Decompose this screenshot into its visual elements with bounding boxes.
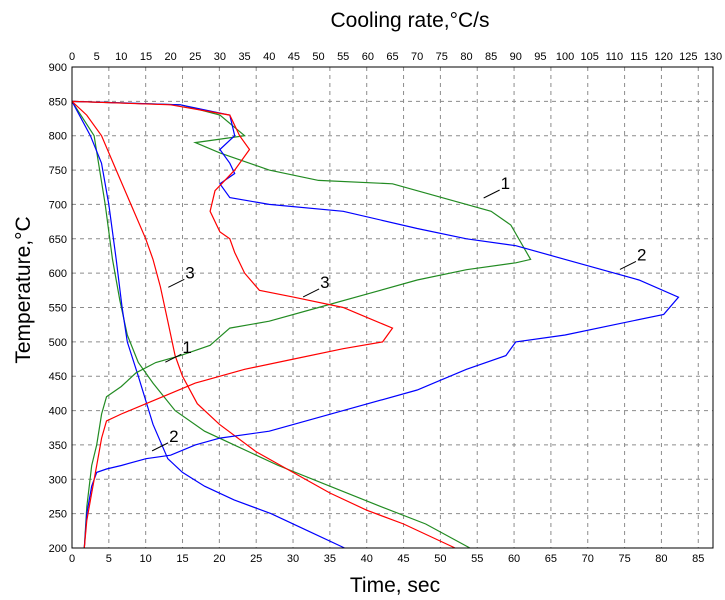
cooling-rate-curve (71, 100, 394, 549)
x-tick-label: 70 (582, 553, 594, 565)
y-axis-label: Temperature,°C (12, 216, 35, 363)
x-tick-label: 80 (655, 553, 667, 565)
annotation-leader (483, 189, 500, 199)
x-tick-label: 0 (69, 553, 75, 565)
x2-tick-label: 130 (704, 51, 722, 63)
x2-tick-label: 50 (312, 51, 324, 63)
cooling-rate-curve (71, 100, 532, 549)
x-tick-label: 50 (434, 553, 446, 565)
annotation-leader (168, 278, 185, 288)
cooling-time-curve (71, 101, 471, 549)
y-tick-label: 450 (49, 371, 67, 383)
x-tick-label: 5 (106, 553, 112, 565)
x-tick-label: 30 (287, 553, 299, 565)
x-tick-label: 45 (397, 553, 409, 565)
y-tick-label: 750 (49, 165, 67, 177)
y-tick-label: 650 (49, 234, 67, 246)
plot-frame (71, 66, 714, 549)
x2-tick-label: 25 (189, 51, 201, 63)
x2-tick-label: 35 (238, 51, 250, 63)
annotation-leader (619, 261, 637, 270)
series-group (71, 100, 680, 549)
y-tick-label: 550 (49, 303, 67, 315)
x2-tick-label: 40 (263, 51, 275, 63)
y-tick-label: 900 (49, 62, 67, 74)
y-tick-label: 400 (49, 406, 67, 418)
x2-tick-label: 0 (69, 51, 75, 63)
y-tick-label: 250 (49, 509, 67, 521)
annotation-label: 2 (637, 245, 646, 264)
x2-tick-label: 85 (485, 51, 497, 63)
y-tick-label: 800 (49, 131, 67, 143)
x-tick-label: 20 (213, 553, 225, 565)
x2-tick-label: 90 (510, 51, 522, 63)
x2-tick-label: 70 (411, 51, 423, 63)
x2-tick-label: 75 (436, 51, 448, 63)
x-tick-label: 25 (250, 553, 262, 565)
x2-tick-label: 60 (362, 51, 374, 63)
annotation-leader (151, 442, 169, 452)
y-tick-label: 500 (49, 337, 67, 349)
x2-tick-label: 30 (214, 51, 226, 63)
x2-tick-label: 15 (140, 51, 152, 63)
x-tick-label: 35 (324, 553, 336, 565)
curve-annotations: 1 2 3 3 1 2 (151, 174, 646, 452)
x-tick-label: 15 (176, 553, 188, 565)
grid (72, 67, 713, 548)
y-tick-label: 300 (49, 474, 67, 486)
x2-tick-label: 105 (581, 51, 599, 63)
x2-tick-label: 5 (94, 51, 100, 63)
cooling-time-curve (71, 100, 456, 549)
x2-tick-label: 10 (115, 51, 127, 63)
y-tick-label: 350 (49, 440, 67, 452)
x-tick-label: 60 (508, 553, 520, 565)
tick-labels: 0 5 10 15 20 25 30 35 40 45 50 55 60 65 70 75 80 85200250… (49, 51, 723, 565)
annotation-label: 1 (182, 338, 191, 357)
x2-tick-label: 65 (386, 51, 398, 63)
x2-tick-label: 95 (534, 51, 546, 63)
x2-tick-label: 80 (460, 51, 472, 63)
x-tick-label: 55 (471, 553, 483, 565)
y-tick-label: 600 (49, 268, 67, 280)
x-tick-label: 10 (140, 553, 152, 565)
x2-tick-label: 20 (164, 51, 176, 63)
y-tick-label: 200 (49, 543, 67, 555)
cooling-rate-curve (71, 100, 680, 549)
x-tick-label: 65 (545, 553, 557, 565)
chart-title: Cooling rate,°C/s (331, 9, 490, 32)
annotation-leader (165, 353, 182, 363)
x2-tick-label: 100 (556, 51, 574, 63)
annotation-leader (302, 288, 320, 298)
x-tick-label: 40 (361, 553, 373, 565)
x2-tick-label: 125 (679, 51, 697, 63)
x2-tick-label: 120 (655, 51, 673, 63)
x2-tick-label: 55 (337, 51, 349, 63)
x2-tick-label: 45 (288, 51, 300, 63)
annotation-label: 2 (169, 427, 178, 446)
annotation-label: 1 (501, 174, 510, 193)
x-tick-label: 75 (618, 553, 630, 565)
annotation-label: 3 (185, 263, 194, 282)
x2-tick-label: 110 (606, 51, 624, 63)
x-axis-label: Time, sec (350, 574, 440, 597)
y-tick-label: 700 (49, 199, 67, 211)
x2-tick-label: 115 (630, 51, 648, 63)
annotation-label: 3 (320, 273, 329, 292)
x-tick-label: 85 (692, 553, 704, 565)
y-tick-label: 850 (49, 96, 67, 108)
cooling-time-curve (71, 101, 345, 549)
